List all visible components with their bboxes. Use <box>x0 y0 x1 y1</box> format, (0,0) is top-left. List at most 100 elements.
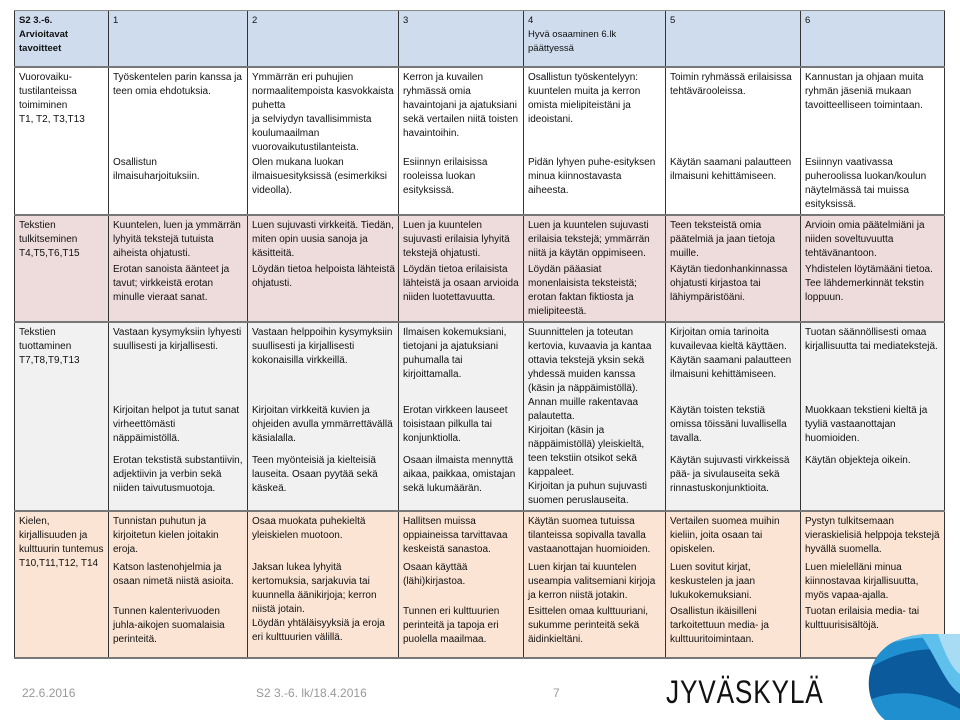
level-6-cell: Arvioin omia päätelmiäni ja niiden sovel… <box>800 216 945 321</box>
objective-cell: Vuorovaiku- tustilanteissa toimiminen T1… <box>14 68 108 214</box>
table-body: Vuorovaiku- tustilanteissa toimiminen T1… <box>14 68 945 659</box>
criterion-text: Kirjoitan omia tarinoita kuvailevaa kiel… <box>670 327 792 380</box>
criterion-text: Muokkaan tekstieni kieltä ja tyyliä vast… <box>805 405 928 444</box>
level-4-cell: Osallistun työskentelyyn: kuuntelen muit… <box>523 68 665 214</box>
level-2-cell: Ymmärrän eri puhujien normaalitempoista … <box>247 68 398 214</box>
criterion-text: Kuuntelen, luen ja ymmärrän lyhyitä teks… <box>113 220 241 259</box>
level-4-cell: Käytän suomea tutuissa tilanteissa sopiv… <box>523 512 665 657</box>
criterion-text: Luen sujuvasti virkkeitä. Tiedän, miten … <box>252 220 394 259</box>
level-3-cell: Hallitsen muissa oppiaineissa tarvittava… <box>398 512 523 657</box>
level-2-cell: Luen sujuvasti virkkeitä. Tiedän, miten … <box>247 216 398 321</box>
criterion-text: Erotan virkkeen lauseet toisistaan pilku… <box>403 405 508 444</box>
criterion-text: Vertailen suomea muihin kieliin, joita o… <box>670 516 780 555</box>
level-6-cell: Kannustan ja ohjaan muita ryhmän jäseniä… <box>800 68 945 214</box>
header-label: S2 3.-6. Arvioitavat tavoitteet <box>19 15 69 54</box>
criterion-text: Suunnittelen ja toteutan kertovia, kuvaa… <box>528 327 652 422</box>
level-2-cell: Osaa muokata puhekieltä yleiskielen muot… <box>247 512 398 657</box>
criterion-text: Kerron ja kuvailen ryhmässä omia havaint… <box>403 72 519 139</box>
level-3-cell: Ilmaisen kokemuksiani, tietojani ja ajat… <box>398 323 523 510</box>
criterion-text: Käytän tiedonhankinnassa ohjatusti kirja… <box>670 264 788 303</box>
level-5-cell: Teen teksteistä omia päätelmiä ja jaan t… <box>665 216 800 321</box>
objective-label: Vuorovaiku- tustilanteissa toimiminen T1… <box>19 72 85 125</box>
criterion-text: Tuotan erilaisia media- tai kulttuurisis… <box>805 606 920 631</box>
criterion-text: Toimin ryhmässä erilaisissa tehtäväroole… <box>670 72 792 97</box>
jyvaskyla-logo-icon <box>868 634 960 720</box>
criterion-text: Esittelen omaa kulttuuriani, sukumme per… <box>528 606 649 645</box>
header-cell: 4 Hyvä osaaminen 6.lk päättyessä <box>523 11 665 66</box>
header-cell: 6 <box>800 11 945 66</box>
criterion-text: Kirjoitan ja puhun sujuvasti suomen peru… <box>528 481 647 506</box>
objective-cell: Tekstien tuottaminen T7,T8,T9,T13 <box>14 323 108 510</box>
level-5-cell: Vertailen suomea muihin kieliin, joita o… <box>665 512 800 657</box>
objective-cell: Tekstien tulkitseminen T4,T5,T6,T15 <box>14 216 108 321</box>
table-row: Tekstien tulkitseminen T4,T5,T6,T15 Kuunt… <box>14 216 945 323</box>
criterion-text: Vastaan helppoihin kysymyksiin suullises… <box>252 327 393 366</box>
criterion-text: Hallitsen muissa oppiaineissa tarvittava… <box>403 516 508 555</box>
level-4-cell: Suunnittelen ja toteutan kertovia, kuvaa… <box>523 323 665 510</box>
header-cell: 2 <box>247 11 398 66</box>
criterion-text: Pidän lyhyen puhe-esityksen minua kiinno… <box>528 157 656 196</box>
header-label: 5 <box>670 15 676 26</box>
criterion-text: Katson lastenohjelmia ja osaan nimetä ni… <box>113 562 234 587</box>
level-1-cell: Vastaan kysymyksiin lyhyesti suullisesti… <box>108 323 247 510</box>
header-cell: 3 <box>398 11 523 66</box>
criterion-text: Löydän tietoa helpoista lähteistä ohjatu… <box>252 264 395 289</box>
criterion-text: Käytän sujuvasti virkkeissä pää- ja sivu… <box>670 455 790 494</box>
header-label: 2 <box>252 15 258 26</box>
level-5-cell: Kirjoitan omia tarinoita kuvailevaa kiel… <box>665 323 800 510</box>
footer-title: S2 3.-6. lk/18.4.2016 <box>256 686 367 700</box>
criterion-text: Luen mielelläni minua kiinnostavaa kirja… <box>805 562 919 601</box>
header-label: 1 <box>113 15 119 26</box>
criterion-text: Käytän toisten tekstiä omissa töissäni l… <box>670 405 787 444</box>
objective-cell: Kielen, kirjallisuuden ja kulttuurin tun… <box>14 512 108 657</box>
level-3-cell: Kerron ja kuvailen ryhmässä omia havaint… <box>398 68 523 214</box>
criterion-text: Ymmärrän eri puhujien normaalitempoista … <box>252 72 394 153</box>
criterion-text: Erotan tekstistä substantiivin, adjektii… <box>113 455 243 494</box>
criterion-text: Osaan ilmaista mennyttä aikaa, paikkaa, … <box>403 455 516 494</box>
level-6-cell: Tuotan säännöllisesti omaa kirjallisuutt… <box>800 323 945 510</box>
level-2-cell: Vastaan helppoihin kysymyksiin suullises… <box>247 323 398 510</box>
level-4-cell: Luen ja kuuntelen sujuvasti erilaisia te… <box>523 216 665 321</box>
criterion-text: Ilmaisen kokemuksiani, tietojani ja ajat… <box>403 327 507 380</box>
criterion-text: Osallistun ikäisilleni tarkoitettuun med… <box>670 606 769 645</box>
criterion-text: Tunnistan puhutun ja kirjoitetun kielen … <box>113 516 219 555</box>
criterion-text: Esiinnyn vaativassa puheroolissa luokan/… <box>805 157 927 210</box>
footer-date: 22.6.2016 <box>22 686 76 700</box>
criterion-text: Kirjoitan helpot ja tutut sanat virheett… <box>113 405 240 444</box>
header-cell: 1 <box>108 11 247 66</box>
level-1-cell: Kuuntelen, luen ja ymmärrän lyhyitä teks… <box>108 216 247 321</box>
criterion-text: Tunnen kalenterivuoden juhla-aikojen suo… <box>113 606 225 645</box>
table-header-row: S2 3.-6. Arvioitavat tavoitteet 1 2 3 4 … <box>14 11 945 68</box>
criterion-text: Käytän objekteja oikein. <box>805 455 911 466</box>
criterion-text: Olen mukana luokan ilmaisuesityksissä (e… <box>252 157 388 196</box>
objective-label: Tekstien tulkitseminen T4,T5,T6,T15 <box>19 220 80 259</box>
criterion-text: Kirjoitan (käsin ja näppäimistöllä) ylei… <box>528 425 645 478</box>
criterion-text: Tuotan säännöllisesti omaa kirjallisuutt… <box>805 327 938 352</box>
logo-stripe <box>938 634 960 674</box>
criterion-text: Työskentelen parin kanssa ja teen omia e… <box>113 72 242 97</box>
header-label: 6 <box>805 15 811 26</box>
criterion-text: Pystyn tulkitsemaan vieraskielisiä helpp… <box>805 516 940 555</box>
criterion-text: Löydän yhtäläisyyksiä ja eroja eri kultt… <box>252 618 385 643</box>
level-5-cell: Toimin ryhmässä erilaisissa tehtäväroole… <box>665 68 800 214</box>
header-cell: S2 3.-6. Arvioitavat tavoitteet <box>14 11 108 66</box>
table-row: Tekstien tuottaminen T7,T8,T9,T13 Vastaan… <box>14 323 945 512</box>
criterion-text: Luen ja kuuntelen sujuvasti erilaisia te… <box>528 220 650 259</box>
criterion-text: Luen ja kuuntelen sujuvasti erilaisia ly… <box>403 220 510 259</box>
criterion-text: Löydän tietoa erilaisista lähteistä ja o… <box>403 264 519 303</box>
criterion-text: Yhdistelen löytämääni tietoa. Tee lähdem… <box>805 264 933 303</box>
criterion-text: Vastaan kysymyksiin lyhyesti suullisesti… <box>113 327 242 352</box>
table-row: Kielen, kirjallisuuden ja kulttuurin tun… <box>14 512 945 659</box>
criterion-text: Osaa muokata puhekieltä yleiskielen muot… <box>252 516 366 541</box>
header-label: 3 <box>403 15 409 26</box>
criterion-text: Osallistun työskentelyyn: kuuntelen muit… <box>528 72 641 125</box>
criterion-text: Teen myönteisiä ja kielteisiä lauseita. … <box>252 455 378 494</box>
criterion-text: Käytän saamani palautteen ilmaisuni kehi… <box>670 157 792 182</box>
criterion-text: Jaksan lukea lyhyitä kertomuksia, sarjak… <box>252 562 377 615</box>
level-6-cell: Pystyn tulkitsemaan vieraskielisiä helpp… <box>800 512 945 657</box>
criterion-text: Tunnen eri kulttuurien perinteitä ja tap… <box>403 606 500 645</box>
table-row: Vuorovaiku- tustilanteissa toimiminen T1… <box>14 68 945 216</box>
criterion-text: Osaan käyttää (lähi)kirjastoa. <box>403 562 468 587</box>
level-1-cell: Tunnistan puhutun ja kirjoitetun kielen … <box>108 512 247 657</box>
criterion-text: Luen sovitut kirjat, keskustelen ja jaan… <box>670 562 756 601</box>
